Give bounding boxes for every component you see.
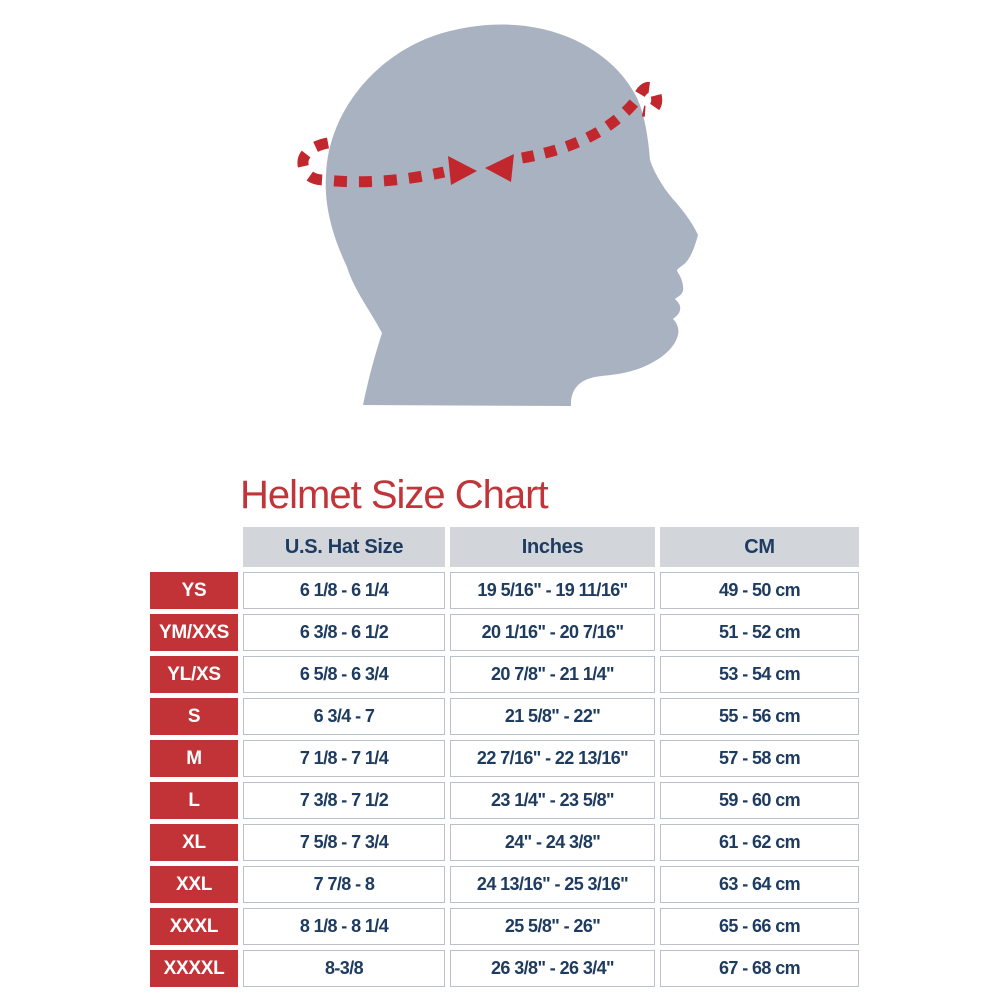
row-label-s: S <box>150 698 238 735</box>
cell-cm: 63 - 64 cm <box>660 866 859 903</box>
cell-inches: 24 13/16" - 25 3/16" <box>450 866 655 903</box>
column-header-cm: CM <box>660 527 859 567</box>
column-header-us-hat-size: U.S. Hat Size <box>243 527 445 567</box>
cell-hat-size: 6 5/8 - 6 3/4 <box>243 656 445 693</box>
row-label-ys: YS <box>150 572 238 609</box>
cell-hat-size: 6 3/4 - 7 <box>243 698 445 735</box>
row-label-m: M <box>150 740 238 777</box>
cell-inches: 25 5/8" - 26" <box>450 908 655 945</box>
cell-cm: 59 - 60 cm <box>660 782 859 819</box>
row-label-xxxxl: XXXXL <box>150 950 238 987</box>
cell-inches: 26 3/8" - 26 3/4" <box>450 950 655 987</box>
cell-cm: 57 - 58 cm <box>660 740 859 777</box>
cell-cm: 49 - 50 cm <box>660 572 859 609</box>
row-label-xxxl: XXXL <box>150 908 238 945</box>
row-label-xl: XL <box>150 824 238 861</box>
row-label-ym-xxs: YM/XXS <box>150 614 238 651</box>
cell-inches: 24" - 24 3/8" <box>450 824 655 861</box>
row-label-l: L <box>150 782 238 819</box>
tape-arrow-left-icon <box>485 154 514 182</box>
row-label-xxl: XXL <box>150 866 238 903</box>
cell-cm: 61 - 62 cm <box>660 824 859 861</box>
cell-hat-size: 8-3/8 <box>243 950 445 987</box>
cell-cm: 55 - 56 cm <box>660 698 859 735</box>
tape-lower-dashed-line <box>297 137 446 188</box>
cell-hat-size: 7 5/8 - 7 3/4 <box>243 824 445 861</box>
cell-cm: 53 - 54 cm <box>660 656 859 693</box>
tape-arrow-right-icon <box>448 156 477 185</box>
table-corner-spacer <box>150 527 238 567</box>
cell-hat-size: 6 1/8 - 6 1/4 <box>243 572 445 609</box>
cell-hat-size: 7 7/8 - 8 <box>243 866 445 903</box>
row-label-yl-xs: YL/XS <box>150 656 238 693</box>
page-title: Helmet Size Chart <box>240 473 549 517</box>
cell-hat-size: 8 1/8 - 8 1/4 <box>243 908 445 945</box>
cell-hat-size: 6 3/8 - 6 1/2 <box>243 614 445 651</box>
head-measurement-illustration <box>297 24 698 407</box>
cell-inches: 23 1/4" - 23 5/8" <box>450 782 655 819</box>
cell-inches: 19 5/16" - 19 11/16" <box>450 572 655 609</box>
cell-inches: 20 7/8" - 21 1/4" <box>450 656 655 693</box>
cell-inches: 22 7/16" - 22 13/16" <box>450 740 655 777</box>
helmet-size-table: U.S. Hat Size Inches CM YS 6 1/8 - 6 1/4… <box>150 527 859 987</box>
column-header-inches: Inches <box>450 527 655 567</box>
cell-cm: 67 - 68 cm <box>660 950 859 987</box>
cell-cm: 65 - 66 cm <box>660 908 859 945</box>
head-silhouette <box>325 24 698 407</box>
tape-upper-dashed-line <box>521 82 663 164</box>
cell-inches: 21 5/8" - 22" <box>450 698 655 735</box>
cell-inches: 20 1/16" - 20 7/16" <box>450 614 655 651</box>
cell-hat-size: 7 1/8 - 7 1/4 <box>243 740 445 777</box>
cell-hat-size: 7 3/8 - 7 1/2 <box>243 782 445 819</box>
cell-cm: 51 - 52 cm <box>660 614 859 651</box>
